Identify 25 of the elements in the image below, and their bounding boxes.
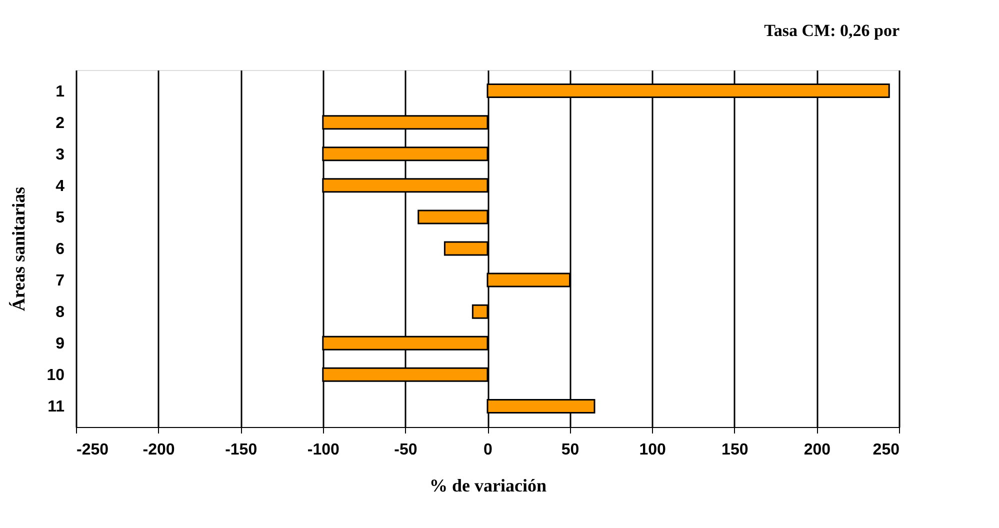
y-tick-label: 6 [56,241,65,258]
y-tick-label: 5 [56,209,65,226]
x-tick-label: -200 [142,442,175,458]
x-tick-label: 100 [639,442,666,458]
x-tick-label: -100 [307,442,340,458]
x-tick-label: 0 [484,442,493,458]
x-tick-label: -150 [225,442,258,458]
chart-title: Tasa CM: 0,26 por [764,21,900,40]
y-tick-label: 4 [56,178,65,195]
x-tick-label: 50 [561,442,580,458]
x-tick-label: 250 [872,442,900,458]
y-axis-title: Áreas sanitarias [8,186,29,312]
y-tick-label: 2 [56,114,65,132]
y-tick-label: 7 [56,272,65,290]
x-axis-title: % de variación [430,476,546,496]
x-tick-label: -250 [76,442,109,458]
x-tick-label: 150 [722,442,748,458]
y-tick-label: 11 [48,398,65,416]
y-tick-label: 8 [56,304,65,322]
y-tick-label: 9 [56,336,65,353]
x-tick-label: 200 [804,442,831,458]
y-tick-label: 10 [46,367,65,384]
y-tick-label: 1 [56,83,65,100]
x-tick-label: -50 [394,442,418,458]
y-tick-label: 3 [56,146,65,164]
